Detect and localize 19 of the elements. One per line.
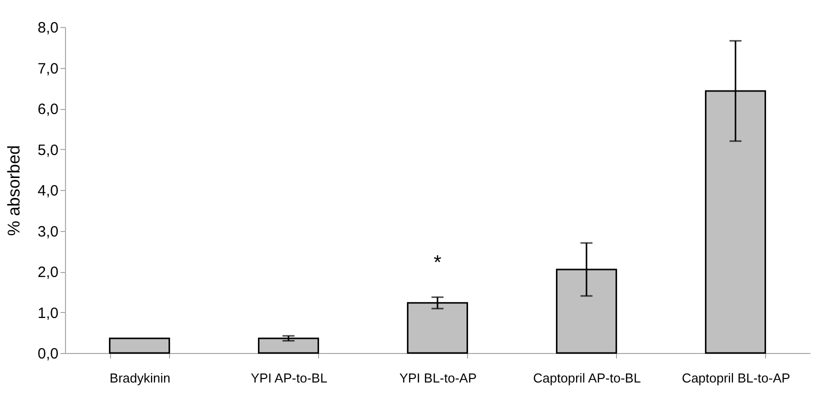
- annotation: *: [434, 252, 442, 274]
- x-tick-label: Bradykinin: [110, 370, 170, 386]
- x-tick-label: YPI AP-to-BL: [250, 370, 328, 386]
- y-tick-label: 7,0: [38, 60, 58, 78]
- x-tick-label: Captopril BL-to-AP: [682, 370, 790, 386]
- y-tick-label: 1,0: [38, 304, 58, 322]
- y-tick-label: 2,0: [38, 264, 58, 281]
- y-tick-label: 4,0: [38, 182, 58, 200]
- bar: [258, 338, 320, 354]
- y-tick-label: 6,0: [38, 101, 58, 118]
- bar: [108, 338, 170, 354]
- x-tick-label: YPI BL-to-AP: [399, 370, 477, 386]
- y-axis-title: % absorbed: [4, 145, 24, 236]
- y-tick-label: 3,0: [38, 223, 58, 240]
- y-tick-label: 0,0: [38, 346, 58, 362]
- bar: [406, 302, 468, 354]
- y-tick-label: 5,0: [38, 142, 58, 159]
- x-tick-label: Captopril AP-to-BL: [533, 370, 641, 386]
- y-tick-label: 8,0: [38, 20, 58, 36]
